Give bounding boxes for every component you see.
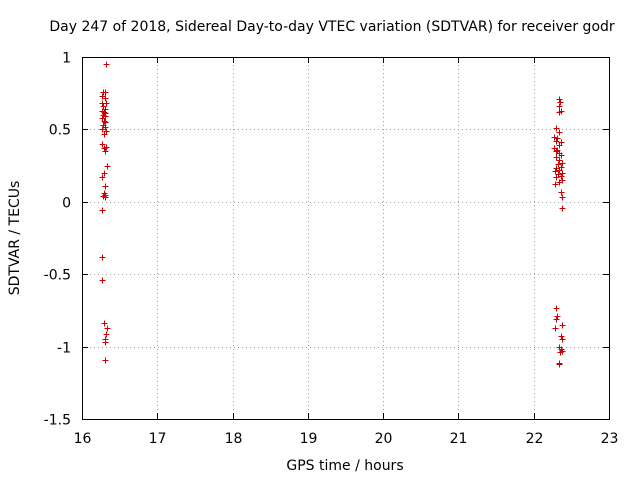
chart-title: Day 247 of 2018, Sidereal Day-to-day VTE… (49, 19, 615, 35)
y-tick-label: 0 (62, 196, 71, 212)
data-point (102, 339, 109, 346)
data-point (102, 148, 109, 155)
data-point (104, 325, 111, 332)
y-tick-label: -1.5 (44, 413, 71, 429)
x-tick-labels: 16 17 18 19 20 21 22 23 (74, 431, 619, 447)
data-point (103, 331, 110, 338)
data-point (559, 336, 566, 343)
data-point (102, 357, 109, 364)
data-point (557, 99, 564, 106)
data-point (556, 129, 563, 136)
data-point (559, 322, 566, 329)
x-tick-label: 21 (450, 431, 468, 447)
data-point (552, 325, 559, 332)
x-tick-label: 16 (74, 431, 92, 447)
grid (82, 57, 609, 419)
data-point (559, 160, 566, 167)
data-point (556, 157, 563, 164)
data-point (556, 142, 563, 149)
data-point (101, 320, 108, 327)
data-point (102, 194, 109, 201)
data-point (559, 205, 566, 212)
x-tick-label: 20 (375, 431, 393, 447)
plot-frame (82, 57, 610, 420)
x-axis-label: GPS time / hours (286, 458, 403, 474)
data-point (551, 134, 558, 141)
data-point (558, 152, 565, 159)
data-point (553, 154, 560, 161)
x-tick-label: 23 (601, 431, 619, 447)
data-point (558, 173, 565, 180)
data-point (104, 163, 111, 170)
data-point (557, 349, 564, 356)
data-point (553, 125, 560, 132)
x-tick-label: 18 (225, 431, 243, 447)
data-point (99, 254, 106, 261)
data-point (102, 183, 109, 190)
data-point (101, 118, 108, 125)
data-point (102, 95, 109, 102)
data-point (103, 61, 110, 68)
y-axis-label: SDTVAR / TECUs (7, 181, 23, 296)
data-point (102, 89, 109, 96)
data-point (552, 181, 559, 188)
data-point (558, 189, 565, 196)
data-point (556, 103, 563, 110)
data-point (555, 161, 562, 168)
data-point (99, 141, 106, 148)
y-tick-labels: 1 0.5 0 -0.5 -1 -1.5 (44, 51, 71, 429)
data-point (554, 135, 561, 142)
data-points (99, 61, 566, 368)
data-point (553, 316, 560, 323)
data-point (101, 170, 108, 177)
y-tick-label: -0.5 (44, 268, 71, 284)
y-tick-label: 1 (62, 51, 71, 67)
data-point (103, 100, 110, 107)
data-point (552, 168, 559, 175)
data-point (559, 194, 566, 201)
data-point (99, 174, 106, 181)
x-tick-label: 19 (300, 431, 318, 447)
data-point (553, 138, 560, 145)
data-point (99, 126, 106, 133)
x-tick-label: 22 (526, 431, 544, 447)
data-point (99, 207, 106, 214)
ticks (82, 57, 610, 420)
y-tick-label: 0.5 (49, 123, 71, 139)
data-point (556, 179, 563, 186)
y-tick-label: -1 (57, 341, 71, 357)
data-point (101, 109, 108, 116)
data-point (554, 313, 561, 320)
data-point (556, 109, 563, 116)
data-point (553, 174, 560, 181)
data-point (556, 361, 563, 368)
data-point (558, 333, 565, 340)
data-point (101, 131, 108, 138)
data-point (556, 167, 563, 174)
data-point (553, 305, 560, 312)
data-point (556, 96, 563, 103)
data-point (101, 145, 108, 152)
x-tick-label: 17 (149, 431, 167, 447)
data-point (559, 170, 566, 177)
data-point (99, 277, 106, 284)
